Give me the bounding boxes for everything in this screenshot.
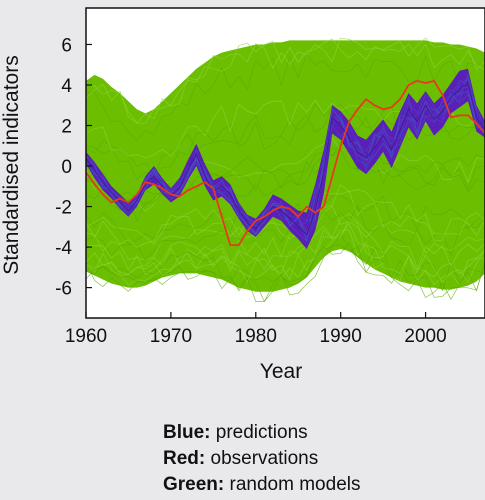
random-model-trace — [86, 222, 485, 284]
random-model-trace — [86, 233, 485, 292]
predictions-line — [86, 82, 485, 236]
y-tick-label: 6 — [61, 35, 72, 56]
x-tick-label: 1990 — [320, 326, 362, 347]
legend: Blue: predictions Red: observations Gree… — [163, 420, 360, 498]
observations-line — [86, 80, 485, 246]
y-tick-label: 0 — [61, 157, 72, 178]
random-model-trace — [86, 190, 485, 248]
legend-item-green: Green: random models — [163, 472, 360, 498]
random-model-trace — [86, 140, 485, 198]
y-tick-label: -4 — [55, 238, 72, 259]
prediction-trace — [86, 79, 485, 241]
random-model-trace — [86, 37, 485, 124]
random-model-trace — [86, 148, 485, 222]
random-model-trace — [86, 38, 485, 124]
random-model-trace — [86, 184, 485, 245]
chart-figure: 1960 1970 1980 1990 2000 -6 -4 -2 0 2 4 6 Year Sta… — [0, 7, 485, 383]
legend-item-red: Red: observations — [163, 446, 360, 472]
legend-key-blue: Blue: — [163, 422, 211, 443]
legend-item-blue: Blue: predictions — [163, 420, 360, 446]
y-axis-label: Standardised indicators — [0, 55, 23, 274]
random-model-trace — [86, 53, 485, 141]
y-tick-label: -6 — [55, 279, 72, 300]
legend-key-green: Green: — [163, 474, 225, 495]
random-models-band — [86, 40, 485, 292]
random-models-layer — [86, 37, 485, 303]
random-model-trace — [86, 147, 485, 210]
x-tick-label: 1970 — [150, 326, 192, 347]
random-model-trace — [86, 205, 485, 261]
legend-text-red: observations — [205, 448, 319, 469]
y-tick-label: 4 — [61, 76, 72, 97]
legend-text-blue: predictions — [210, 422, 308, 443]
x-axis-ticks: 1960 1970 1980 1990 2000 — [65, 312, 447, 347]
predictions-layer — [86, 68, 485, 250]
x-tick-label: 1980 — [235, 326, 277, 347]
x-tick-label: 1960 — [65, 326, 107, 347]
random-model-trace — [86, 218, 485, 278]
y-tick-label: 2 — [61, 117, 72, 138]
legend-key-red: Red: — [163, 448, 206, 469]
random-model-trace — [86, 136, 485, 212]
random-model-trace — [86, 213, 485, 275]
legend-text-green: random models — [224, 474, 361, 495]
x-tick-label: 2000 — [404, 326, 446, 347]
y-axis-ticks: -6 -4 -2 0 2 4 6 — [55, 35, 92, 300]
y-tick-label: -2 — [55, 198, 72, 219]
random-model-trace — [86, 204, 485, 261]
observations-layer — [86, 80, 485, 246]
x-axis-label: Year — [260, 360, 302, 383]
random-model-trace — [86, 244, 485, 302]
plot-frame — [85, 7, 485, 319]
random-model-trace — [86, 229, 485, 286]
